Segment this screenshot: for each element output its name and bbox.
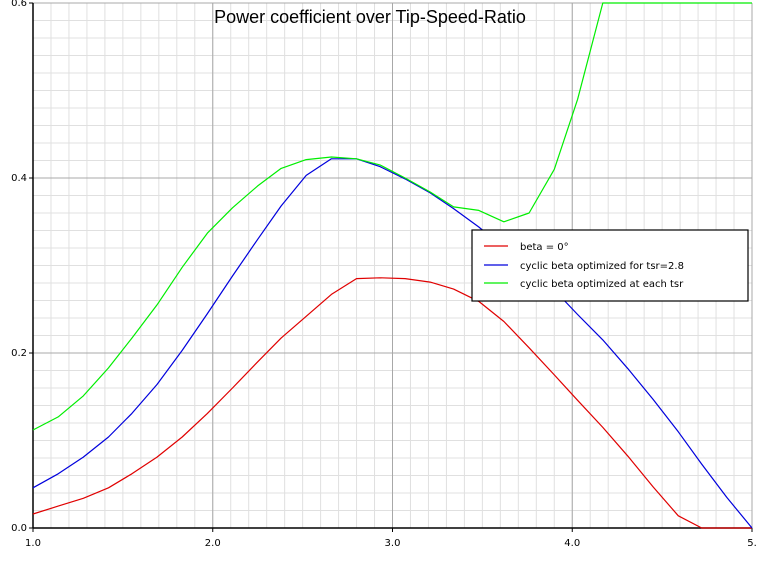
legend-label-beta-0: beta = 0° bbox=[520, 242, 569, 253]
y-tick-label: 0.0 bbox=[11, 523, 27, 534]
x-tick-label: 2.0 bbox=[205, 538, 221, 549]
x-tick-labels: 1.0 2.0 3.0 4.0 5. bbox=[25, 528, 757, 549]
y-tick-label: 0.4 bbox=[11, 173, 27, 184]
y-tick-labels: 0.0 0.2 0.4 0.6 bbox=[11, 0, 33, 534]
x-tick-label: 5. bbox=[747, 538, 757, 549]
x-tick-label: 3.0 bbox=[385, 538, 401, 549]
y-tick-label: 0.2 bbox=[11, 348, 27, 359]
chart-title: Power coefficient over Tip-Speed-Ratio bbox=[214, 7, 526, 27]
legend: beta = 0° cyclic beta optimized for tsr=… bbox=[471, 229, 749, 302]
legend-label-cyclic-each: cyclic beta optimized at each tsr bbox=[520, 279, 684, 290]
legend-box bbox=[471, 229, 749, 302]
series-line-1 bbox=[32, 158, 753, 529]
y-tick-label: 0.6 bbox=[11, 0, 27, 9]
minor-grid bbox=[32, 2, 753, 529]
x-tick-label: 4.0 bbox=[564, 538, 580, 549]
x-tick-label: 1.0 bbox=[25, 538, 41, 549]
series-line-0 bbox=[32, 277, 752, 529]
legend-label-cyclic-tsr28: cyclic beta optimized for tsr=2.8 bbox=[520, 261, 684, 272]
series-lines bbox=[32, 2, 753, 529]
series-line-2 bbox=[32, 2, 752, 431]
